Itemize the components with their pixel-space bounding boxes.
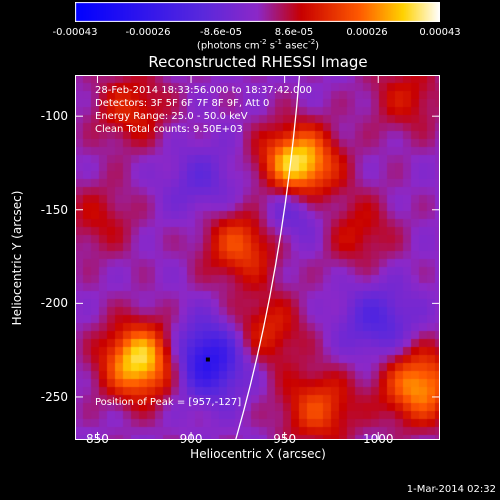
chart-title: Reconstructed RHESSI Image [148,53,368,71]
colorbar-tick-label: -0.00026 [125,27,171,38]
annotation-peak-position: Position of Peak = [957,-127] [95,397,242,408]
units-mid2: asec [282,40,309,52]
plot-area: 28-Feb-2014 18:33:56.000 to 18:37:42.000… [75,75,440,440]
annotation-clean: Clean Total counts: 9.50E+03 [95,124,243,135]
footer-date: 1-Mar-2014 02:32 [406,484,496,495]
units-prefix: (photons cm [196,40,260,52]
annotation-detectors: Detectors: 3F 5F 6F 7F 8F 9F, Att 0 [95,98,270,109]
y-tick-label: -250 [40,389,68,404]
colorbar-tick-label: -0.00043 [52,27,98,38]
marker-point [205,357,210,362]
annotation-time: 28-Feb-2014 18:33:56.000 to 18:37:42.000 [95,85,313,96]
colorbar-tick-label: 0.00043 [419,27,461,38]
units-mid: s [266,40,276,52]
y-tick-label: -200 [40,296,68,311]
units-exp1: -2 [259,38,267,46]
colorbar [75,2,440,22]
x-tick-label: 950 [273,432,297,446]
annotation-energy: Energy Range: 25.0 - 50.0 keV [95,111,248,122]
x-axis-label: Heliocentric X (arcsec) [190,447,326,461]
units-exp2: -1 [275,38,283,46]
x-tick-label: 850 [86,432,109,446]
y-tick-label: -150 [40,202,68,217]
colorbar-units: (photons cm-2 s-1 asec-2) [197,38,319,51]
y-axis-label: Heliocentric Y (arcsec) [10,190,24,326]
plot-overlay [75,75,440,440]
y-tick-label: -100 [40,109,68,124]
colorbar-tick-label: 8.6e-05 [274,27,314,38]
units-suffix: ) [315,40,320,52]
heatmap-image [75,75,440,440]
solar-limb-line [234,75,301,440]
colorbar-tick-label: 0.00026 [346,27,388,38]
units-exp3: -2 [308,38,316,46]
x-tick-label: 900 [179,432,203,446]
colorbar-tick-label: -8.6e-05 [200,27,242,38]
x-tick-label: 1000 [362,432,394,446]
plot-frame [75,75,440,440]
